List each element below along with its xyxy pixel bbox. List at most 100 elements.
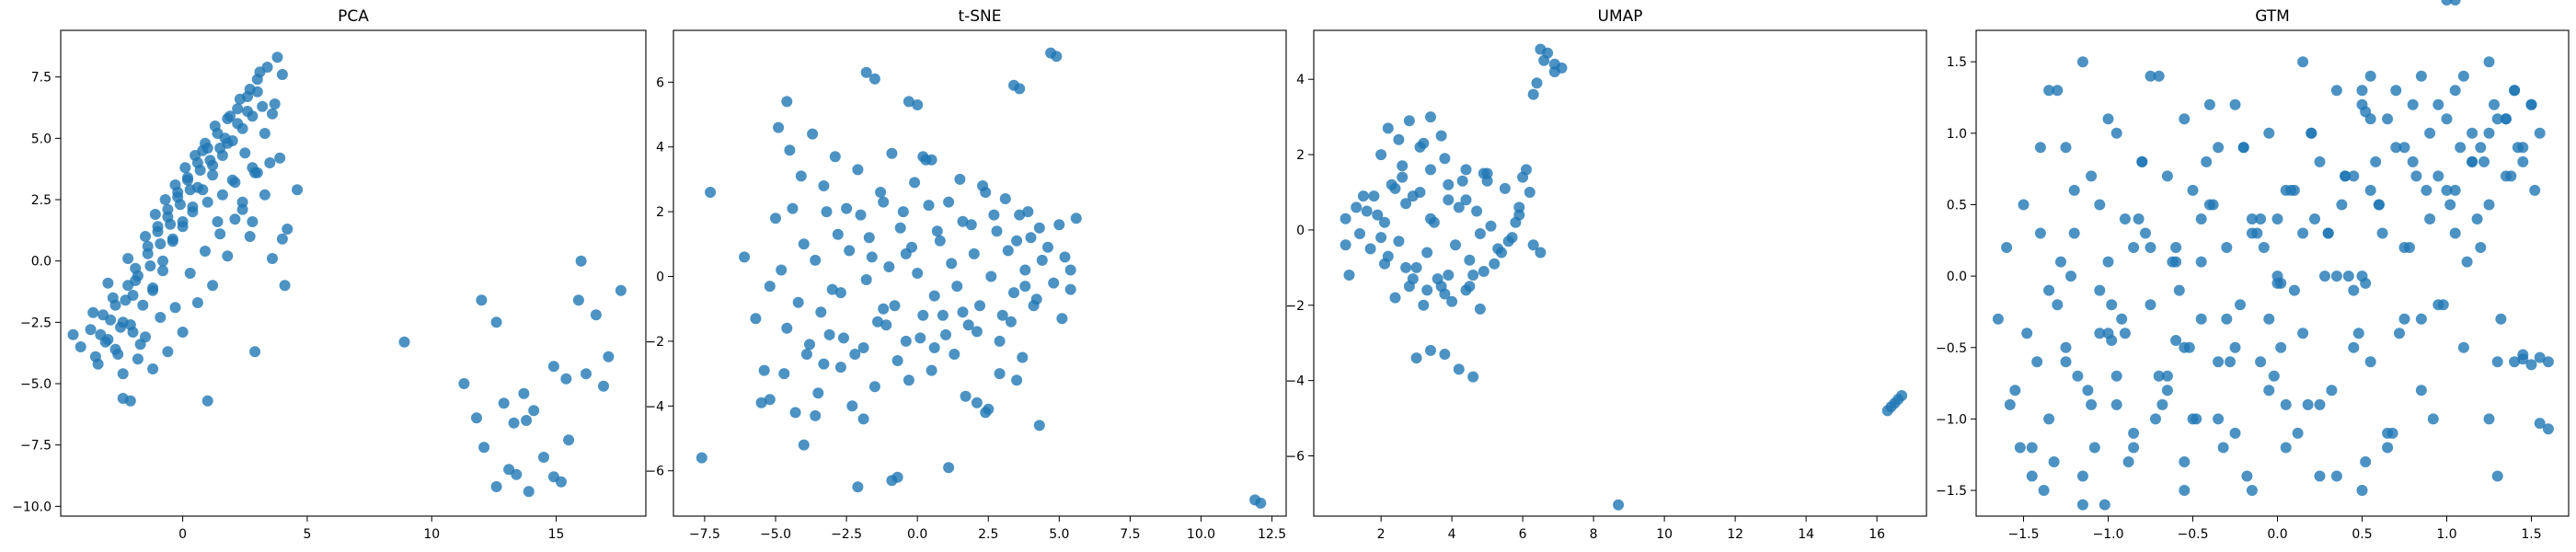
pca-point <box>172 191 184 203</box>
t-sne-point <box>968 247 980 259</box>
gtm-point <box>2525 359 2537 371</box>
pca-point <box>563 434 575 446</box>
pca-point <box>603 351 615 362</box>
gtm-point <box>2483 56 2495 68</box>
umap-point <box>1425 111 1436 123</box>
umap-point <box>1351 201 1363 213</box>
gtm-point <box>2517 353 2529 365</box>
t-sne-point <box>974 300 985 312</box>
t-sne-point <box>891 471 903 483</box>
pca-point <box>200 246 211 257</box>
gtm-point <box>2491 356 2503 368</box>
gtm-point <box>2491 113 2503 125</box>
umap-point <box>1340 239 1351 251</box>
t-sne-point <box>878 196 890 208</box>
t-sne-point <box>923 200 935 212</box>
t-sne-point <box>965 219 977 231</box>
gtm-y-tick-label: −0.5 <box>1936 341 1967 356</box>
gtm-point <box>2187 184 2199 196</box>
gtm-point <box>2424 127 2436 139</box>
t-sne-point <box>943 196 955 208</box>
umap-point <box>1478 266 1489 277</box>
pca-point <box>259 189 270 201</box>
t-sne-point <box>946 258 958 270</box>
t-sne-point <box>810 409 822 421</box>
gtm-point <box>2483 127 2495 139</box>
gtm-point <box>2014 442 2026 454</box>
umap-point <box>1400 198 1412 210</box>
t-sne-point <box>860 274 872 285</box>
umap-point <box>1446 295 1458 307</box>
umap-point <box>1418 299 1430 311</box>
pca-point <box>538 452 549 463</box>
gtm-point <box>2427 413 2439 425</box>
gtm-point <box>2086 398 2098 410</box>
gtm-point <box>2475 142 2487 154</box>
pca-point <box>547 471 559 483</box>
pca-point <box>144 260 156 271</box>
umap-y-tick-label: −6 <box>1285 450 1305 465</box>
pca-point <box>147 363 159 374</box>
t-sne-point <box>834 287 846 299</box>
umap-point <box>1513 209 1525 221</box>
gtm-point <box>2314 398 2326 410</box>
t-sne-point <box>962 319 974 331</box>
t-sne-point <box>1017 351 1029 363</box>
gtm-point <box>2161 170 2173 182</box>
gtm-point <box>2060 341 2072 353</box>
t-sne-point <box>852 481 864 493</box>
gtm-point <box>2235 299 2246 311</box>
pca-point <box>398 336 410 348</box>
t-sne-point <box>863 232 875 244</box>
t-sne-point <box>900 335 912 347</box>
umap-point <box>1410 261 1422 273</box>
pca-point <box>182 174 193 186</box>
t-sne-point <box>818 180 830 191</box>
gtm-title: GTM <box>2255 7 2290 26</box>
gtm-point <box>2136 155 2148 167</box>
t-sne-point <box>849 349 861 360</box>
gtm-point <box>2297 56 2309 68</box>
pca-x-tick-label: 15 <box>548 527 565 542</box>
gtm-point <box>2043 85 2055 97</box>
umap-point <box>1397 160 1409 172</box>
pca-point <box>187 206 199 218</box>
umap-point <box>1393 236 1405 247</box>
t-sne-y-tick-label: −6 <box>645 465 664 479</box>
t-sne-point <box>912 268 924 279</box>
t-sne-point <box>1064 264 1076 276</box>
gtm-point <box>2292 427 2304 439</box>
t-sne-x-tick-label: −2.5 <box>831 527 862 542</box>
gtm-point <box>2449 85 2461 97</box>
pca-y-tick-label: −10.0 <box>12 500 52 514</box>
t-sne-point <box>810 254 822 266</box>
gtm-point <box>2410 170 2422 182</box>
t-sne-point <box>778 368 790 380</box>
gtm-point <box>2229 427 2241 439</box>
pca-point <box>140 231 151 242</box>
t-sne-point <box>914 332 926 344</box>
gtm-point <box>2280 184 2292 196</box>
umap-point <box>1425 213 1436 224</box>
umap-axes-frame <box>1313 29 1927 517</box>
t-sne-point <box>821 206 833 218</box>
gtm-point <box>2483 413 2495 425</box>
gtm-point <box>2415 70 2427 82</box>
gtm-point <box>2314 155 2326 167</box>
gtm-point <box>2364 113 2376 125</box>
t-sne-point <box>903 374 914 386</box>
t-sne-x-tick-label: 5.0 <box>1049 527 1069 542</box>
umap-point <box>1524 187 1535 198</box>
t-sne-point <box>844 245 856 257</box>
umap-point <box>1456 175 1468 187</box>
gtm-point <box>2060 356 2072 368</box>
t-sne-point <box>897 206 909 218</box>
gtm-point <box>2432 170 2444 182</box>
pca-point <box>155 312 167 323</box>
gtm-point <box>2297 227 2309 239</box>
gtm-point <box>2106 335 2118 346</box>
gtm-point <box>2330 470 2342 482</box>
umap-point <box>1443 178 1455 190</box>
umap-point <box>1471 205 1483 217</box>
gtm-point <box>2529 184 2541 196</box>
